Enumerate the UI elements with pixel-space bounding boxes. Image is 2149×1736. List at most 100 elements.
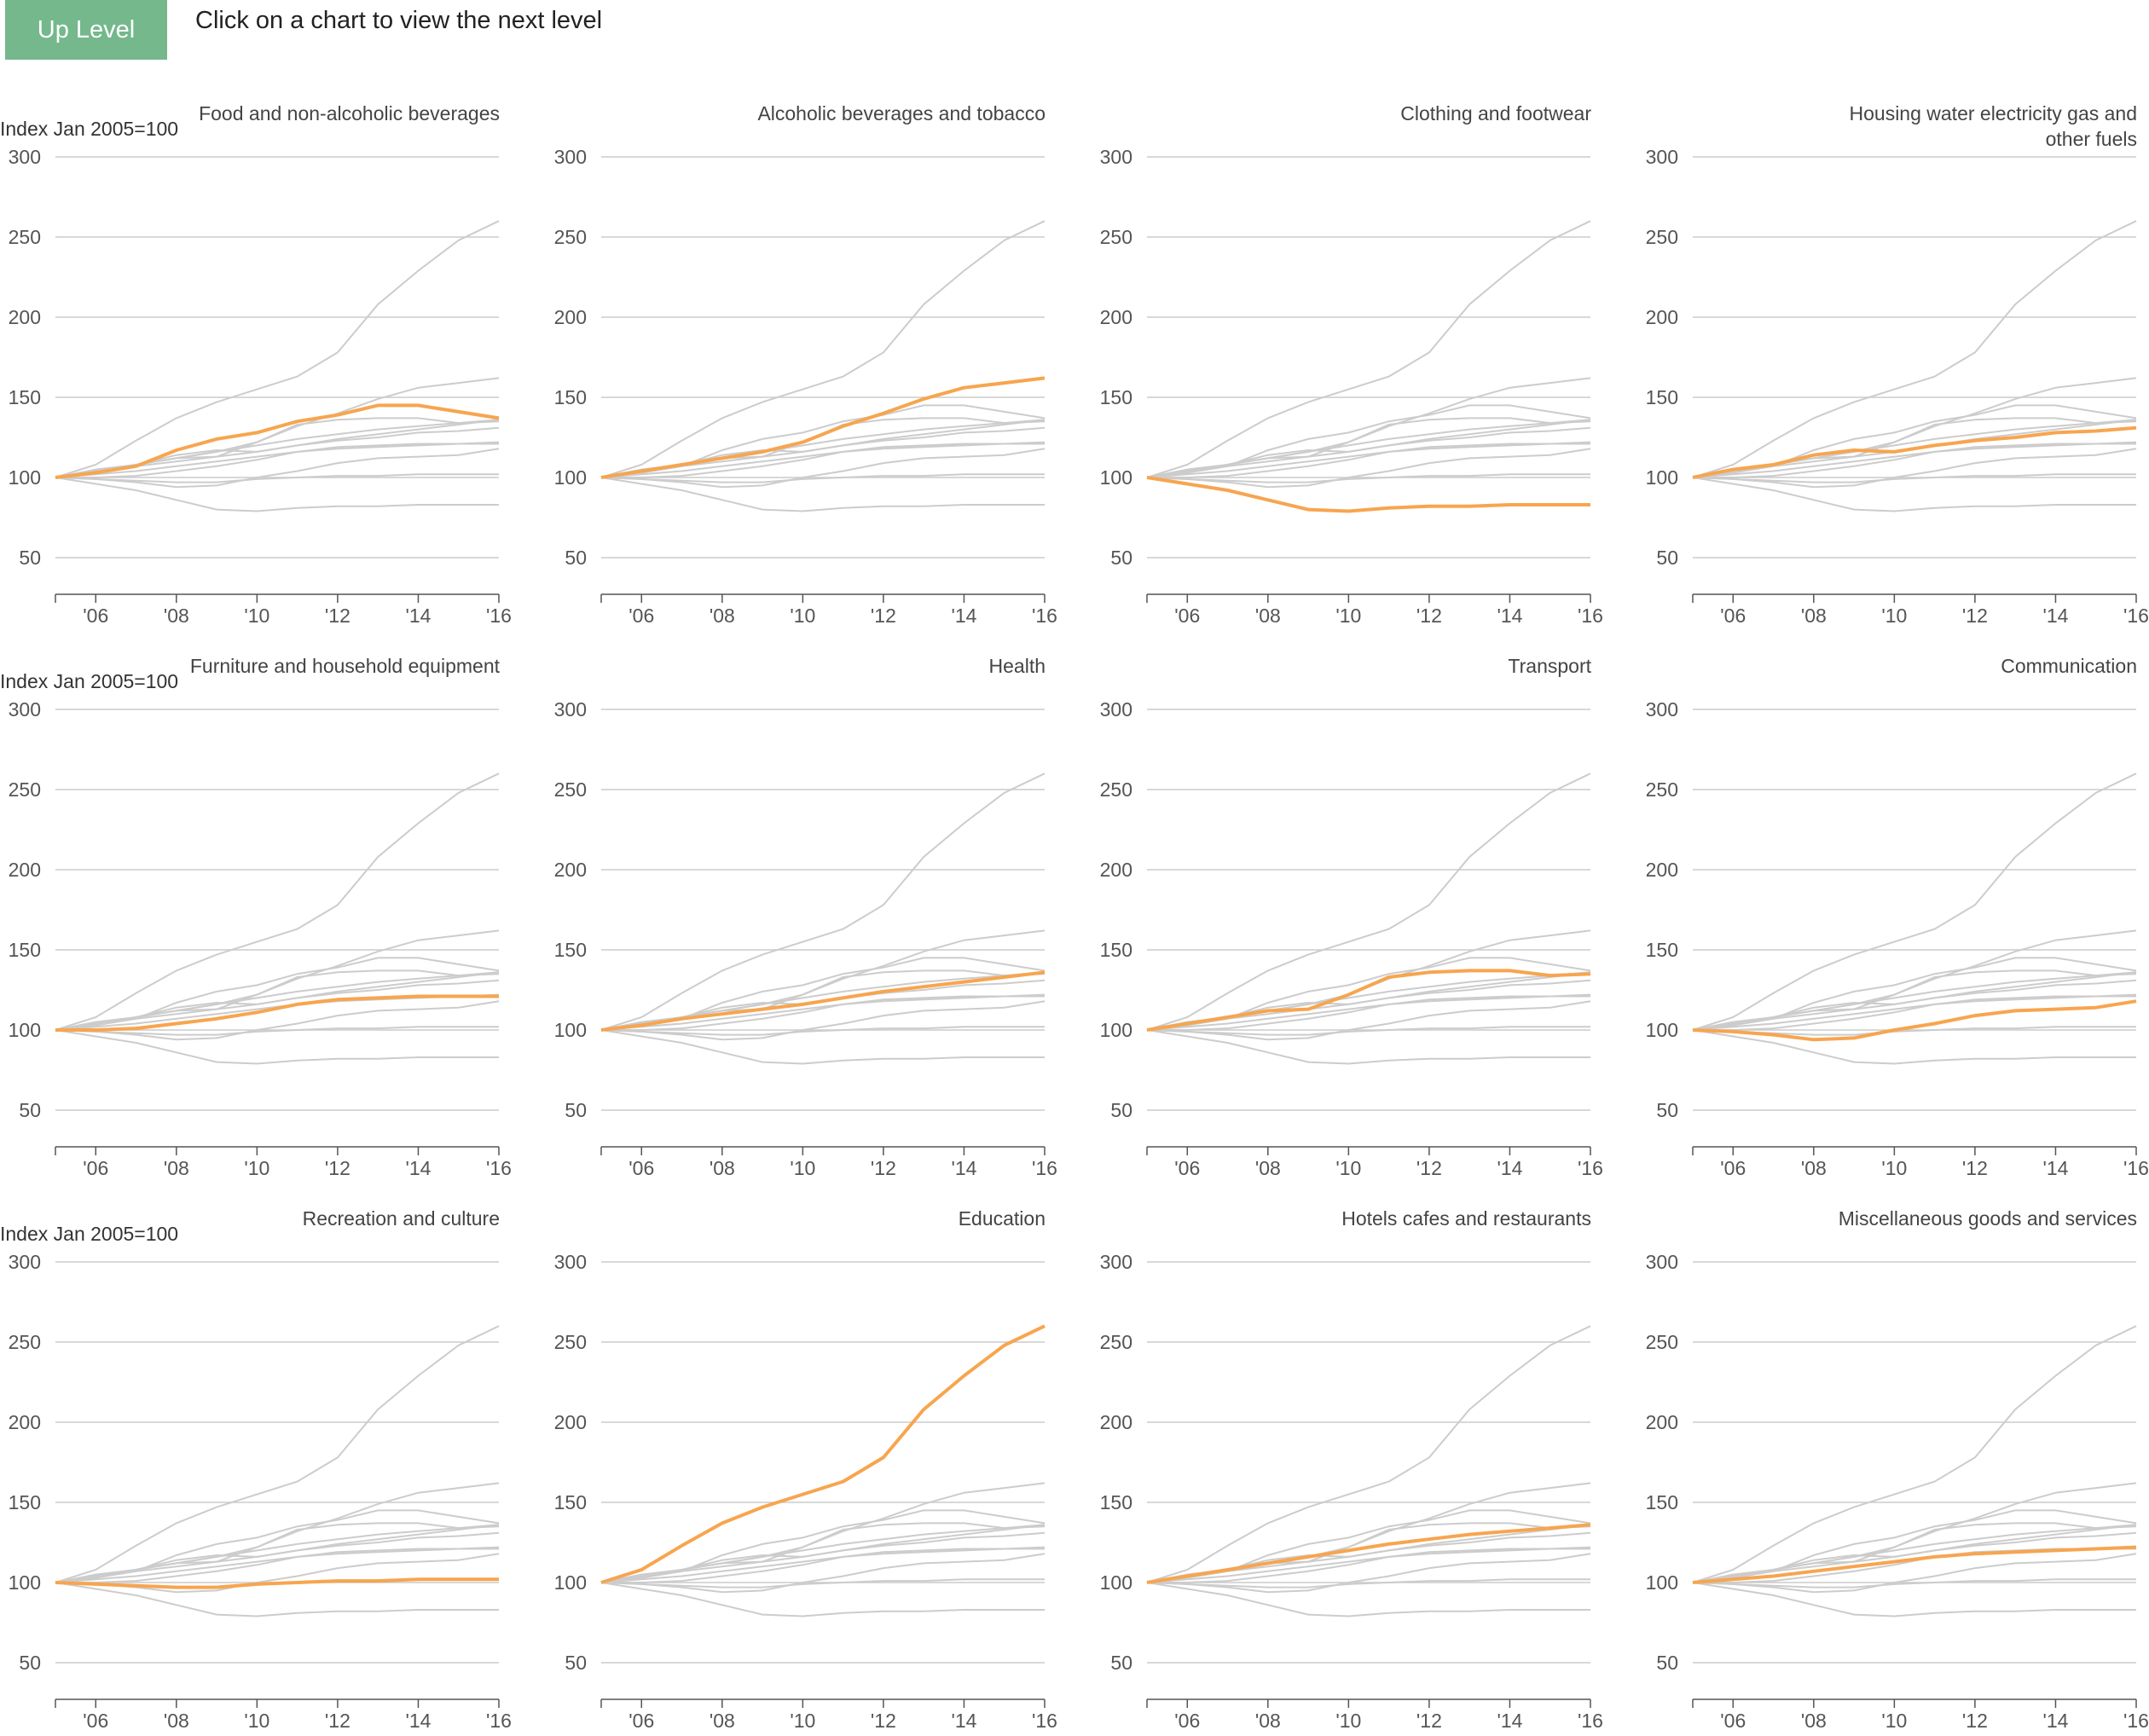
y-tick-label: 200	[1646, 859, 1678, 881]
panel-title: Furniture and household equipment	[189, 655, 500, 677]
x-tick-label: '08	[1255, 605, 1281, 627]
series-line-background	[1693, 995, 2136, 1031]
chart-panel[interactable]: Housing water electricity gas and other …	[1637, 0, 2149, 627]
x-tick-label: '10	[1335, 1157, 1361, 1179]
y-tick-label: 150	[1646, 939, 1678, 961]
chart-panel[interactable]: Miscellaneous goods and services 50 100 150…	[1637, 1105, 2149, 1732]
series-line-highlight	[1146, 476, 1590, 513]
series-line-background	[1146, 448, 1591, 489]
x-tick-label: '06	[83, 1710, 108, 1732]
x-tick-label: '10	[244, 605, 269, 627]
x-tick-label: '10	[244, 1157, 269, 1179]
series-line-highlight	[1146, 969, 1591, 1032]
line-chart: 50 100 150 200 250 300 '06 '08 '10 '12 '14 '16	[1646, 1251, 2149, 1732]
series-line-background	[55, 1325, 500, 1583]
up-level-button[interactable]: Up Level	[5, 0, 167, 60]
series-line-highlight	[600, 970, 1046, 1032]
x-tick-label: '14	[951, 1157, 976, 1179]
series-line-background	[1147, 443, 1590, 478]
series-line-background	[55, 979, 500, 1031]
y-tick-label: 150	[554, 939, 587, 961]
x-tick-label: '16	[1032, 1157, 1057, 1179]
x-tick-label: '12	[1416, 1710, 1442, 1732]
chart-panel[interactable]: Health 50 100 150 200 250 300 '06 '08 '10 '12 '14 '1…	[546, 553, 1092, 1179]
panel-title: Clothing and footwear	[1400, 102, 1591, 124]
series-line-background	[55, 971, 500, 1031]
series-line-background	[600, 1000, 1046, 1041]
y-tick-label: 300	[554, 146, 587, 168]
y-axis-label: Index Jan 2005=100	[0, 118, 179, 140]
x-tick-label: '10	[1335, 605, 1361, 627]
x-tick-label: '06	[628, 605, 654, 627]
y-tick-label: 250	[1646, 778, 1678, 801]
y-tick-label: 100	[9, 1019, 41, 1041]
x-tick-label: '14	[1497, 1157, 1522, 1179]
y-tick-label: 100	[554, 1571, 587, 1594]
x-tick-label: '12	[871, 1710, 896, 1732]
series-line-background	[1692, 441, 2137, 478]
y-tick-label: 50	[1656, 1652, 1678, 1674]
x-tick-label: '14	[1497, 605, 1522, 627]
y-tick-label: 100	[1646, 1019, 1678, 1041]
y-tick-label: 200	[1646, 1411, 1678, 1433]
x-tick-label: '06	[83, 1157, 108, 1179]
x-tick-label: '10	[790, 1157, 815, 1179]
series-line-background	[55, 1026, 499, 1036]
y-tick-label: 300	[554, 698, 587, 720]
series-line-background	[1692, 971, 2137, 1031]
y-tick-label: 300	[1100, 146, 1132, 168]
series-line-background	[1146, 1026, 1590, 1036]
y-tick-label: 150	[9, 386, 41, 408]
series-line-background	[55, 473, 499, 483]
chart-panel[interactable]: Clothing and footwear 50 100 150 200 250 300 '0…	[1092, 0, 1637, 627]
series-line-background	[1692, 1582, 2136, 1617]
line-chart: 50 100 150 200 250 300 '06 '08 '10 '12 '14 '16	[9, 146, 512, 627]
x-tick-label: '14	[1497, 1710, 1522, 1732]
y-tick-label: 50	[19, 1099, 41, 1121]
x-tick-label: '12	[1962, 1710, 1988, 1732]
x-tick-label: '16	[2123, 1157, 2149, 1179]
y-tick-label: 250	[554, 778, 587, 801]
series-line-highlight	[55, 1577, 499, 1589]
series-line-background	[55, 1546, 500, 1583]
x-tick-label: '16	[1578, 1710, 1603, 1732]
chart-panel[interactable]: Communication 50 100 150 200 250 300 '06 '08 '10 '…	[1637, 553, 2149, 1179]
chart-panel[interactable]: Recreation and culture Index Jan 2005=100…	[0, 1105, 546, 1732]
x-tick-label: '10	[1881, 1157, 1907, 1179]
series-line-background	[55, 441, 500, 478]
y-tick-label: 300	[1646, 146, 1678, 168]
y-tick-label: 300	[1646, 698, 1678, 720]
x-tick-label: '08	[710, 605, 735, 627]
x-tick-label: '06	[1174, 605, 1200, 627]
y-tick-label: 150	[9, 939, 41, 961]
x-tick-label: '06	[1720, 1710, 1746, 1732]
chart-panel[interactable]: Alcoholic beverages and tobacco 50 100 150 2…	[546, 0, 1092, 627]
y-tick-label: 250	[554, 226, 587, 248]
series-line-background	[1146, 419, 1591, 478]
series-line-background	[600, 473, 1045, 483]
y-tick-label: 100	[9, 1571, 41, 1594]
x-tick-label: '10	[1335, 1710, 1361, 1732]
y-tick-label: 100	[554, 466, 587, 489]
x-tick-label: '08	[710, 1710, 735, 1732]
x-tick-label: '16	[2123, 1710, 2149, 1732]
y-tick-label: 200	[1100, 306, 1132, 328]
chart-panel[interactable]: Transport 50 100 150 200 250 300 '06 '08 '10 '12 '1…	[1092, 553, 1637, 1179]
panel-title: Hotels cafes and restaurants	[1341, 1207, 1591, 1230]
chart-panel[interactable]: Hotels cafes and restaurants 50 100 150 200 2…	[1092, 1105, 1637, 1732]
y-tick-label: 50	[565, 547, 587, 569]
chart-panel[interactable]: Furniture and household equipment Index J…	[0, 553, 546, 1179]
y-tick-label: 150	[554, 386, 587, 408]
y-tick-label: 150	[1646, 386, 1678, 408]
line-chart: 50 100 150 200 250 300 '06 '08 '10 '12 '14 '16	[554, 146, 1057, 627]
chart-panel[interactable]: Food and non-alcoholic beverages Index Ja…	[0, 0, 546, 627]
y-tick-label: 50	[19, 1652, 41, 1674]
series-line-background	[1692, 971, 2137, 1031]
x-tick-label: '16	[1578, 1157, 1603, 1179]
y-tick-label: 100	[1646, 466, 1678, 489]
series-line-highlight	[600, 1324, 1046, 1584]
x-tick-label: '14	[951, 1710, 976, 1732]
x-tick-label: '10	[1881, 1710, 1907, 1732]
chart-panel[interactable]: Education 50 100 150 200 250 300 '06 '08 '10 '12 '1…	[546, 1105, 1092, 1732]
x-tick-label: '16	[1578, 605, 1603, 627]
